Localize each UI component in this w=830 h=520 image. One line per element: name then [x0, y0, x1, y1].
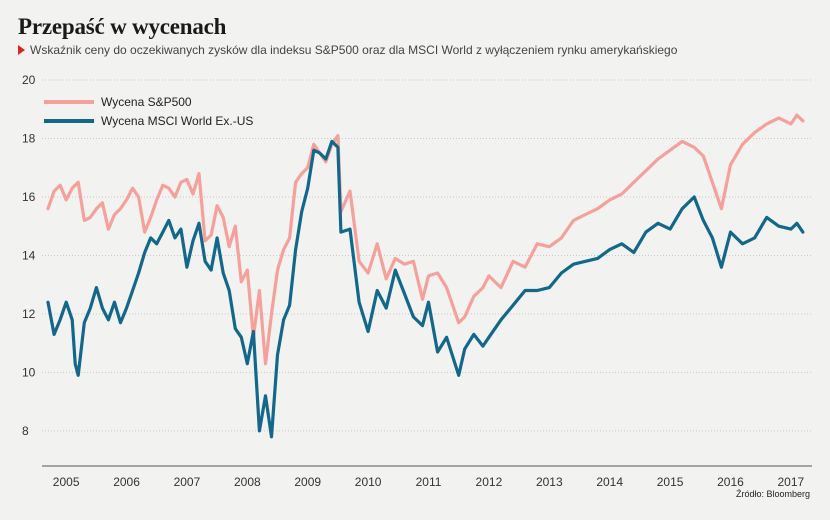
legend-label: Wycena S&P500	[101, 95, 192, 109]
subtitle-marker-icon	[18, 45, 25, 55]
y-tick-label: 14	[22, 248, 36, 262]
x-tick-label: 2008	[234, 475, 261, 489]
y-tick-label: 16	[22, 190, 36, 204]
x-tick-label: 2006	[113, 475, 140, 489]
y-tick-label: 8	[22, 424, 29, 438]
y-tick-label: 10	[22, 365, 36, 379]
x-tick-label: 2017	[778, 475, 805, 489]
series-line-sp500	[46, 113, 805, 366]
x-tick-label: 2010	[355, 475, 382, 489]
chart-subtitle: Wskaźnik ceny do oczekiwanych zysków dla…	[18, 43, 677, 57]
series-line-msci	[46, 139, 805, 439]
x-tick-label: 2012	[476, 475, 503, 489]
y-tick-label: 12	[22, 307, 36, 321]
x-tick-label: 2009	[294, 475, 321, 489]
legend-label: Wycena MSCI World Ex.-US	[101, 114, 253, 128]
x-tick-label: 2014	[596, 475, 623, 489]
source-note: Źródło: Bloomberg	[735, 489, 810, 499]
y-tick-label: 18	[22, 131, 36, 145]
x-tick-label: 2007	[174, 475, 201, 489]
x-tick-label: 2011	[416, 475, 442, 489]
x-tick-label: 2005	[53, 475, 80, 489]
y-tick-label: 20	[22, 73, 36, 87]
x-tick-label: 2015	[657, 475, 684, 489]
chart-title: Przepaść w wycenach	[18, 14, 227, 39]
subtitle-text: Wskaźnik ceny do oczekiwanych zysków dla…	[30, 43, 678, 57]
x-tick-label: 2016	[717, 475, 744, 489]
x-tick-label: 2013	[536, 475, 563, 489]
